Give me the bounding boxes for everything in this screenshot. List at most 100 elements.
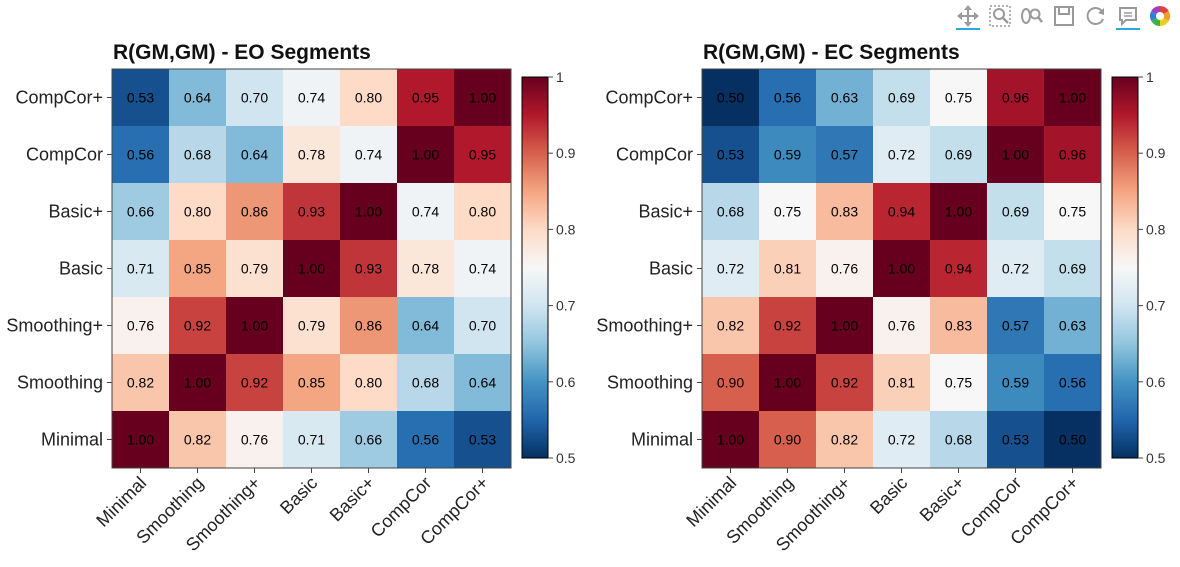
heatmap-cell[interactable]	[930, 69, 987, 126]
heatmap-cell[interactable]	[283, 69, 340, 126]
heatmap-cell[interactable]	[397, 126, 454, 183]
heatmap-cell[interactable]	[930, 354, 987, 411]
heatmap-cell[interactable]	[873, 354, 930, 411]
heatmap-cell[interactable]	[169, 354, 226, 411]
heatmap-cell[interactable]	[873, 126, 930, 183]
heatmap-cell[interactable]	[987, 240, 1044, 297]
heatmap-cell[interactable]	[340, 354, 397, 411]
heatmap-cell[interactable]	[702, 240, 759, 297]
heatmap-cell[interactable]	[987, 126, 1044, 183]
heatmap-cell[interactable]	[397, 354, 454, 411]
heatmap-cell[interactable]	[1044, 411, 1101, 468]
pan-tool-button[interactable]	[954, 3, 982, 30]
heatmap-cell[interactable]	[816, 126, 873, 183]
heatmap-cell[interactable]	[759, 297, 816, 354]
bokeh-logo-link[interactable]	[1146, 3, 1174, 29]
heatmap-cell[interactable]	[873, 240, 930, 297]
heatmap-cell[interactable]	[759, 411, 816, 468]
heatmap-cell[interactable]	[397, 240, 454, 297]
heatmap-cell[interactable]	[226, 126, 283, 183]
heatmap-cell[interactable]	[283, 126, 340, 183]
heatmap-cell[interactable]	[873, 411, 930, 468]
heatmap-cell[interactable]	[397, 69, 454, 126]
heatmap-cell[interactable]	[283, 297, 340, 354]
heatmap-cell[interactable]	[169, 297, 226, 354]
heatmap-cell[interactable]	[340, 126, 397, 183]
heatmap-cell[interactable]	[702, 354, 759, 411]
wheel-zoom-tool-button[interactable]	[1018, 3, 1046, 29]
heatmap-cell[interactable]	[112, 183, 169, 240]
reset-tool-button[interactable]	[1082, 3, 1110, 29]
heatmap-cell[interactable]	[987, 69, 1044, 126]
heatmap-cell[interactable]	[169, 69, 226, 126]
heatmap-cell[interactable]	[930, 240, 987, 297]
heatmap-cell[interactable]	[759, 240, 816, 297]
heatmap-cell[interactable]	[112, 240, 169, 297]
box-zoom-tool-button[interactable]	[986, 3, 1014, 29]
heatmap-cell[interactable]	[873, 69, 930, 126]
heatmap-cell[interactable]	[759, 69, 816, 126]
heatmap-cell[interactable]	[112, 411, 169, 468]
heatmap-cell[interactable]	[759, 126, 816, 183]
heatmap-cell[interactable]	[930, 126, 987, 183]
heatmap-cell[interactable]	[226, 411, 283, 468]
heatmap-cell[interactable]	[987, 411, 1044, 468]
heatmap-cell[interactable]	[816, 354, 873, 411]
heatmap-cell[interactable]	[340, 240, 397, 297]
save-tool-button[interactable]	[1050, 3, 1078, 29]
heatmap-cell[interactable]	[397, 183, 454, 240]
heatmap-cell[interactable]	[873, 183, 930, 240]
heatmap-cell[interactable]	[873, 297, 930, 354]
heatmap-cell[interactable]	[112, 297, 169, 354]
heatmap-cell[interactable]	[340, 69, 397, 126]
heatmap-cell[interactable]	[759, 354, 816, 411]
heatmap-cell[interactable]	[1044, 126, 1101, 183]
heatmap-cell[interactable]	[226, 354, 283, 411]
heatmap-cell[interactable]	[702, 297, 759, 354]
heatmap-cell[interactable]	[112, 126, 169, 183]
heatmap-cell[interactable]	[1044, 240, 1101, 297]
heatmap-cell[interactable]	[987, 354, 1044, 411]
hover-tool-button[interactable]	[1114, 3, 1142, 30]
heatmap-cell[interactable]	[702, 183, 759, 240]
heatmap-cell[interactable]	[930, 411, 987, 468]
heatmap-cell[interactable]	[169, 183, 226, 240]
heatmap-cell[interactable]	[930, 183, 987, 240]
heatmap-cell[interactable]	[930, 297, 987, 354]
heatmap-cell[interactable]	[702, 69, 759, 126]
heatmap-cell[interactable]	[454, 69, 511, 126]
heatmap-cell[interactable]	[816, 240, 873, 297]
heatmap-cell[interactable]	[816, 183, 873, 240]
heatmap-cell[interactable]	[454, 297, 511, 354]
heatmap-cell[interactable]	[987, 297, 1044, 354]
heatmap-cell[interactable]	[454, 354, 511, 411]
heatmap-cell[interactable]	[454, 183, 511, 240]
heatmap-cell[interactable]	[226, 297, 283, 354]
heatmap-cell[interactable]	[169, 240, 226, 297]
heatmap-cell[interactable]	[454, 240, 511, 297]
heatmap-cell[interactable]	[112, 69, 169, 126]
heatmap-cell[interactable]	[169, 411, 226, 468]
heatmap-cell[interactable]	[226, 240, 283, 297]
heatmap-cell[interactable]	[397, 297, 454, 354]
heatmap-cell[interactable]	[816, 297, 873, 354]
heatmap-cell[interactable]	[340, 183, 397, 240]
heatmap-cell[interactable]	[1044, 183, 1101, 240]
heatmap-cell[interactable]	[340, 411, 397, 468]
heatmap-cell[interactable]	[816, 411, 873, 468]
heatmap-cell[interactable]	[397, 411, 454, 468]
heatmap-cell[interactable]	[112, 354, 169, 411]
heatmap-cell[interactable]	[283, 411, 340, 468]
heatmap-cell[interactable]	[1044, 297, 1101, 354]
heatmap-cell[interactable]	[454, 411, 511, 468]
heatmap-cell[interactable]	[816, 69, 873, 126]
heatmap-cell[interactable]	[283, 183, 340, 240]
heatmap-cell[interactable]	[1044, 354, 1101, 411]
heatmap-cell[interactable]	[987, 183, 1044, 240]
heatmap-cell[interactable]	[226, 69, 283, 126]
heatmap-cell[interactable]	[1044, 69, 1101, 126]
heatmap-cell[interactable]	[759, 183, 816, 240]
heatmap-cell[interactable]	[702, 411, 759, 468]
heatmap-cell[interactable]	[283, 240, 340, 297]
heatmap-cell[interactable]	[702, 126, 759, 183]
